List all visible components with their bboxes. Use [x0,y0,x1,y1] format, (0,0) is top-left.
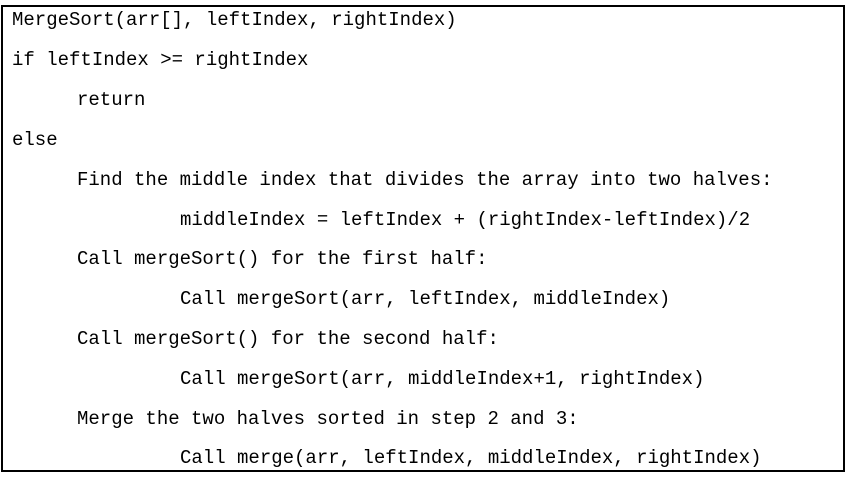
code-line-first-half-call: Call mergeSort(arr, leftIndex, middleInd… [180,288,671,310]
code-line-second-half-comment: Call mergeSort() for the second half: [77,328,499,350]
code-line-first-half-comment: Call mergeSort() for the first half: [77,248,488,270]
code-line-return: return [77,89,146,111]
code-line-else: else [12,129,58,151]
code-line-find-middle-comment: Find the middle index that divides the a… [77,169,773,191]
code-line-function-signature: MergeSort(arr[], leftIndex, rightIndex) [12,9,457,31]
code-line-merge-comment: Merge the two halves sorted in step 2 an… [77,408,579,430]
code-line-merge-call: Call merge(arr, leftIndex, middleIndex, … [180,447,762,469]
code-line-if-condition: if leftIndex >= rightIndex [12,49,309,71]
pseudocode-box: MergeSort(arr[], leftIndex, rightIndex) … [1,5,845,472]
code-line-second-half-call: Call mergeSort(arr, middleIndex+1, right… [180,368,705,390]
code-line-middle-index: middleIndex = leftIndex + (rightIndex-le… [180,209,751,231]
